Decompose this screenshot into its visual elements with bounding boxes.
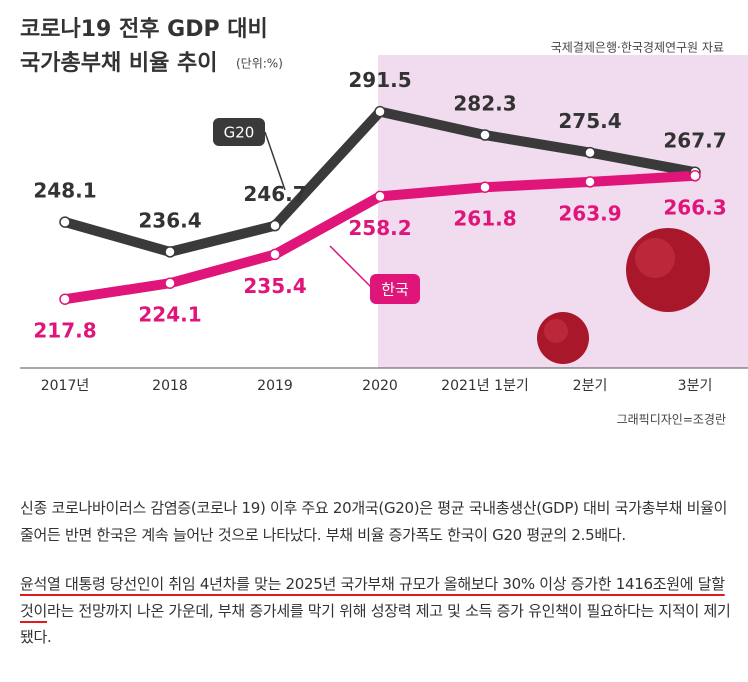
legend-box	[213, 118, 265, 146]
x-tick-label: 2020	[362, 378, 398, 394]
legend-connector	[264, 131, 286, 191]
data-point	[164, 277, 176, 289]
unit-note: (단위:%)	[236, 57, 283, 71]
chart: 코로나19 전후 GDP 대비 국가총부채 비율 추이 (단위:%) 국제결제은…	[20, 17, 748, 427]
x-tick-label: 2017년	[41, 378, 90, 394]
data-label: 261.8	[453, 207, 516, 231]
data-label: 267.7	[663, 129, 726, 153]
virus-highlight	[544, 319, 568, 343]
data-label: 235.4	[243, 274, 306, 298]
virus-highlight	[635, 238, 675, 278]
data-point	[479, 181, 491, 193]
x-tick-label: 2021년 1분기	[441, 378, 529, 394]
data-point	[59, 216, 71, 228]
data-point	[164, 246, 176, 258]
data-label: 248.1	[33, 179, 96, 203]
data-point	[689, 170, 701, 182]
data-point	[269, 219, 281, 232]
chart-title: 코로나19 전후 GDP 대비	[20, 17, 268, 42]
x-tick-label: 2분기	[573, 378, 608, 394]
article: 신종 코로나바이러스 감염증(코로나 19) 이후 주요 20개국(G20)은 …	[20, 495, 732, 674]
data-label: 291.5	[348, 68, 411, 92]
data-point	[584, 146, 596, 159]
virus-decoration	[537, 228, 710, 364]
paragraph-text: 라는 전망까지 나온 가운데, 부채 증가세를 막기 위해 성장력 제고 및 소…	[20, 601, 731, 647]
paragraph: 신종 코로나바이러스 감염증(코로나 19) 이후 주요 20개국(G20)은 …	[20, 499, 728, 544]
data-label: 224.1	[138, 303, 201, 327]
data-point	[479, 129, 491, 141]
legend-label: 한국	[381, 281, 409, 299]
x-tick-label: 2019	[257, 378, 293, 394]
data-point	[59, 293, 71, 305]
legend-connector	[329, 245, 373, 289]
data-point	[374, 105, 386, 118]
data-label: 282.3	[453, 92, 516, 116]
data-point	[269, 248, 281, 261]
data-label: 263.9	[558, 201, 621, 225]
legend-box	[370, 274, 420, 304]
data-label: 275.4	[558, 109, 621, 133]
data-label: 266.3	[663, 195, 726, 219]
data-point	[374, 190, 386, 203]
legend-label: G20	[224, 124, 255, 142]
paragraph: 윤석열 대통령 당선인이 취임 4년차를 맞는 2025년 국가부채 규모가 올…	[20, 571, 732, 651]
data-point	[584, 176, 596, 188]
data-label: 236.4	[138, 208, 201, 232]
data-label: 217.8	[33, 319, 96, 343]
data-label: 246.7	[243, 182, 306, 206]
credit: 그래픽디자인=조경란	[617, 413, 726, 427]
highlighted-text: 윤석열 대통령 당선인이 취임 4년차를 맞는 2025년 국가부채 규모가 올…	[20, 575, 725, 620]
x-tick-label: 2018	[152, 378, 188, 394]
data-label: 258.2	[348, 216, 411, 240]
chart-title: 국가총부채 비율 추이	[20, 51, 217, 76]
source: 국제결제은행·한국경제연구원 자료	[551, 40, 724, 55]
x-tick-label: 3분기	[678, 378, 713, 394]
